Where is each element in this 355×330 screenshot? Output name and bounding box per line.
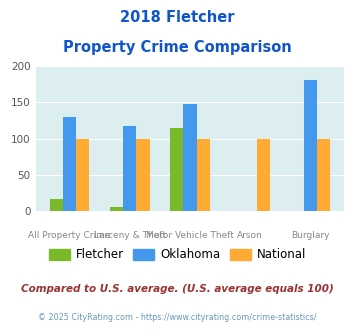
Bar	[317, 139, 330, 211]
Bar	[63, 117, 76, 211]
Bar	[197, 139, 210, 211]
Text: Motor Vehicle Theft: Motor Vehicle Theft	[146, 231, 234, 240]
Text: All Property Crime: All Property Crime	[28, 231, 111, 240]
Text: Larceny & Theft: Larceny & Theft	[94, 231, 166, 240]
Bar	[170, 128, 183, 211]
Bar	[123, 126, 136, 211]
Bar	[50, 199, 63, 211]
Text: Compared to U.S. average. (U.S. average equals 100): Compared to U.S. average. (U.S. average …	[21, 284, 334, 294]
Bar	[304, 80, 317, 211]
Text: Burglary: Burglary	[291, 231, 330, 240]
Text: Arson: Arson	[237, 231, 263, 240]
Text: © 2025 CityRating.com - https://www.cityrating.com/crime-statistics/: © 2025 CityRating.com - https://www.city…	[38, 314, 317, 322]
Text: 2018 Fletcher: 2018 Fletcher	[120, 10, 235, 25]
Text: Property Crime Comparison: Property Crime Comparison	[63, 40, 292, 54]
Bar	[76, 139, 89, 211]
Bar	[257, 139, 270, 211]
Bar	[136, 139, 149, 211]
Bar	[110, 207, 123, 211]
Bar	[183, 104, 197, 211]
Legend: Fletcher, Oklahoma, National: Fletcher, Oklahoma, National	[44, 244, 311, 266]
